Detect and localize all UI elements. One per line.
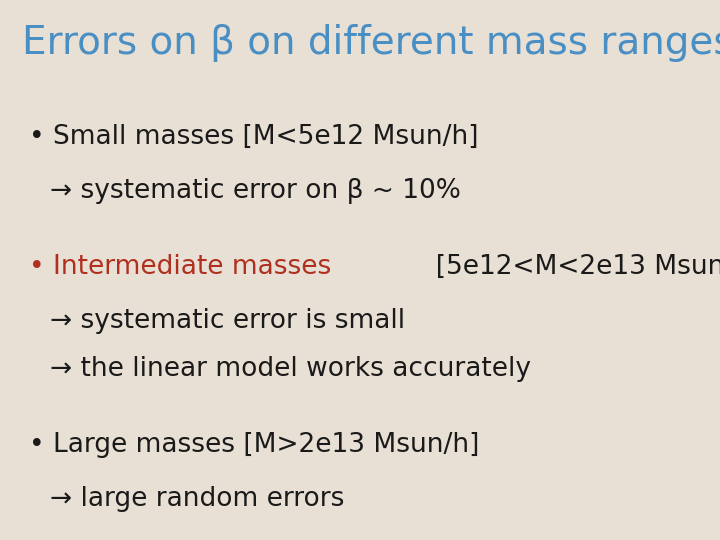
Text: • Small masses [M<5e12 Msun/h]: • Small masses [M<5e12 Msun/h] [29, 124, 478, 150]
Text: [5e12<M<2e13 Msun/h]: [5e12<M<2e13 Msun/h] [419, 254, 720, 280]
Text: → large random errors: → large random errors [50, 486, 345, 512]
Text: → systematic error on β ~ 10%: → systematic error on β ~ 10% [50, 178, 462, 204]
Text: Errors on β on different mass ranges: Errors on β on different mass ranges [22, 24, 720, 62]
Text: • Large masses [M>2e13 Msun/h]: • Large masses [M>2e13 Msun/h] [29, 432, 480, 458]
Text: → the linear model works accurately: → the linear model works accurately [50, 356, 531, 382]
Text: → systematic error is small: → systematic error is small [50, 308, 405, 334]
Text: • Intermediate masses: • Intermediate masses [29, 254, 331, 280]
